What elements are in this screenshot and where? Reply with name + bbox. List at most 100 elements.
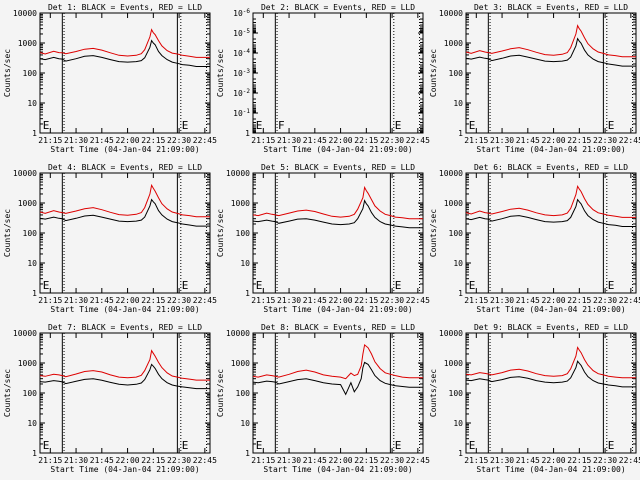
x-tick-label: 22:15 bbox=[354, 456, 378, 465]
x-tick-label: 22:45 bbox=[619, 136, 640, 145]
y-axis-title: Counts/sec bbox=[216, 209, 225, 257]
x-tick-label: 21:15 bbox=[38, 456, 62, 465]
y-tick-label: 100 bbox=[23, 389, 38, 398]
series-line bbox=[252, 199, 423, 229]
x-tick-label: 21:15 bbox=[251, 136, 275, 145]
x-tick-label: 21:15 bbox=[38, 296, 62, 305]
series-line bbox=[252, 185, 423, 220]
plot-frame bbox=[39, 12, 211, 134]
marker-flag-label: E bbox=[256, 439, 263, 452]
x-tick-label: 21:15 bbox=[251, 456, 275, 465]
y-tick-label: 100 bbox=[236, 389, 251, 398]
y-tick-label: 10 bbox=[240, 419, 250, 428]
y-tick-label: 10 bbox=[453, 259, 463, 268]
x-tick-label: 22:00 bbox=[329, 296, 353, 305]
y-tick-label: 1 bbox=[458, 449, 463, 458]
y-tick-label: 10 bbox=[27, 259, 37, 268]
marker-flag-label: E bbox=[469, 279, 476, 292]
y-tick-label: 1000 bbox=[18, 359, 37, 368]
y-tick-label: 100 bbox=[23, 69, 38, 78]
y-tick-label: 10000 bbox=[439, 169, 463, 178]
marker-flag-label: E bbox=[182, 279, 189, 292]
plot-frame bbox=[465, 172, 637, 294]
x-tick-label: 22:45 bbox=[406, 456, 430, 465]
y-tick-label: 10000 bbox=[439, 9, 463, 18]
x-axis-title: Start Time (04-Jan-04 21:09:00) bbox=[263, 305, 412, 314]
x-tick-label: 22:15 bbox=[567, 136, 591, 145]
y-tick-label: 1 bbox=[458, 129, 463, 138]
plot-frame bbox=[465, 12, 637, 134]
y-tick-label: 10 bbox=[453, 419, 463, 428]
x-tick-label: 22:45 bbox=[193, 456, 217, 465]
y-tick-label: 1 bbox=[245, 289, 250, 298]
y-axis-title: Counts/sec bbox=[429, 369, 438, 417]
y-tick-label: 10000 bbox=[13, 9, 37, 18]
y-tick-label: 10-1 bbox=[233, 108, 250, 118]
x-tick-label: 22:45 bbox=[619, 296, 640, 305]
panel-title: Det 8: BLACK = Events, RED = LLD bbox=[261, 323, 415, 332]
x-tick-label: 21:15 bbox=[251, 296, 275, 305]
x-tick-label: 22:30 bbox=[593, 136, 617, 145]
x-tick-label: 22:30 bbox=[593, 296, 617, 305]
x-tick-label: 21:30 bbox=[277, 456, 301, 465]
x-tick-label: 21:30 bbox=[64, 296, 88, 305]
x-tick-label: 21:45 bbox=[303, 456, 327, 465]
x-tick-label: 22:15 bbox=[141, 136, 165, 145]
y-tick-label: 1000 bbox=[444, 359, 463, 368]
y-tick-label: 1000 bbox=[444, 39, 463, 48]
y-tick-label: 1 bbox=[245, 129, 250, 138]
y-tick-label: 10 bbox=[240, 259, 250, 268]
x-tick-label: 22:45 bbox=[193, 136, 217, 145]
x-tick-label: 21:45 bbox=[303, 136, 327, 145]
x-tick-label: 22:00 bbox=[329, 136, 353, 145]
x-axis-title: Start Time (04-Jan-04 21:09:00) bbox=[476, 465, 625, 474]
y-tick-label: 10000 bbox=[13, 329, 37, 338]
x-tick-label: 21:30 bbox=[64, 136, 88, 145]
x-tick-label: 21:15 bbox=[464, 296, 488, 305]
x-axis-title: Start Time (04-Jan-04 21:09:00) bbox=[50, 465, 199, 474]
y-axis-title: Counts/sec bbox=[3, 49, 12, 97]
panel-7: Det 7: BLACK = Events, RED = LLD 21:15 21:… bbox=[3, 323, 217, 474]
y-tick-label: 10-4 bbox=[233, 48, 250, 58]
series-line bbox=[465, 24, 636, 58]
x-tick-label: 22:00 bbox=[116, 296, 140, 305]
x-tick-label: 22:45 bbox=[193, 296, 217, 305]
series-line bbox=[39, 28, 210, 58]
series-line bbox=[39, 39, 210, 67]
series-line bbox=[39, 198, 210, 227]
x-tick-label: 21:30 bbox=[277, 296, 301, 305]
panel-title: Det 7: BLACK = Events, RED = LLD bbox=[48, 323, 202, 332]
y-axis-title: Counts/sec bbox=[216, 49, 225, 97]
plot-frame bbox=[39, 332, 211, 454]
x-tick-label: 22:30 bbox=[380, 296, 404, 305]
x-tick-label: 22:00 bbox=[116, 456, 140, 465]
panel-title: Det 2: BLACK = Events, RED = LLD bbox=[261, 3, 415, 12]
y-axis-title: Counts/sec bbox=[429, 209, 438, 257]
marker-flag-label: E bbox=[43, 439, 50, 452]
x-tick-label: 22:15 bbox=[567, 296, 591, 305]
x-tick-label: 21:45 bbox=[303, 296, 327, 305]
panel-title: Det 1: BLACK = Events, RED = LLD bbox=[48, 3, 202, 12]
x-axis-title: Start Time (04-Jan-04 21:09:00) bbox=[476, 145, 625, 154]
series-line bbox=[465, 184, 636, 218]
x-tick-label: 22:30 bbox=[167, 456, 191, 465]
plot-frame bbox=[252, 12, 424, 134]
y-axis-title: Counts/sec bbox=[3, 369, 12, 417]
x-tick-label: 22:30 bbox=[167, 136, 191, 145]
series-line bbox=[39, 183, 210, 218]
x-tick-label: 22:00 bbox=[542, 136, 566, 145]
panel-title: Det 6: BLACK = Events, RED = LLD bbox=[474, 163, 628, 172]
y-tick-label: 100 bbox=[449, 69, 464, 78]
plot-frame bbox=[252, 332, 424, 454]
x-tick-label: 21:15 bbox=[464, 136, 488, 145]
y-tick-label: 100 bbox=[23, 229, 38, 238]
plot-frame bbox=[252, 172, 424, 294]
x-tick-label: 21:45 bbox=[90, 136, 114, 145]
marker-flag-label: E bbox=[256, 279, 263, 292]
x-tick-label: 21:45 bbox=[90, 456, 114, 465]
